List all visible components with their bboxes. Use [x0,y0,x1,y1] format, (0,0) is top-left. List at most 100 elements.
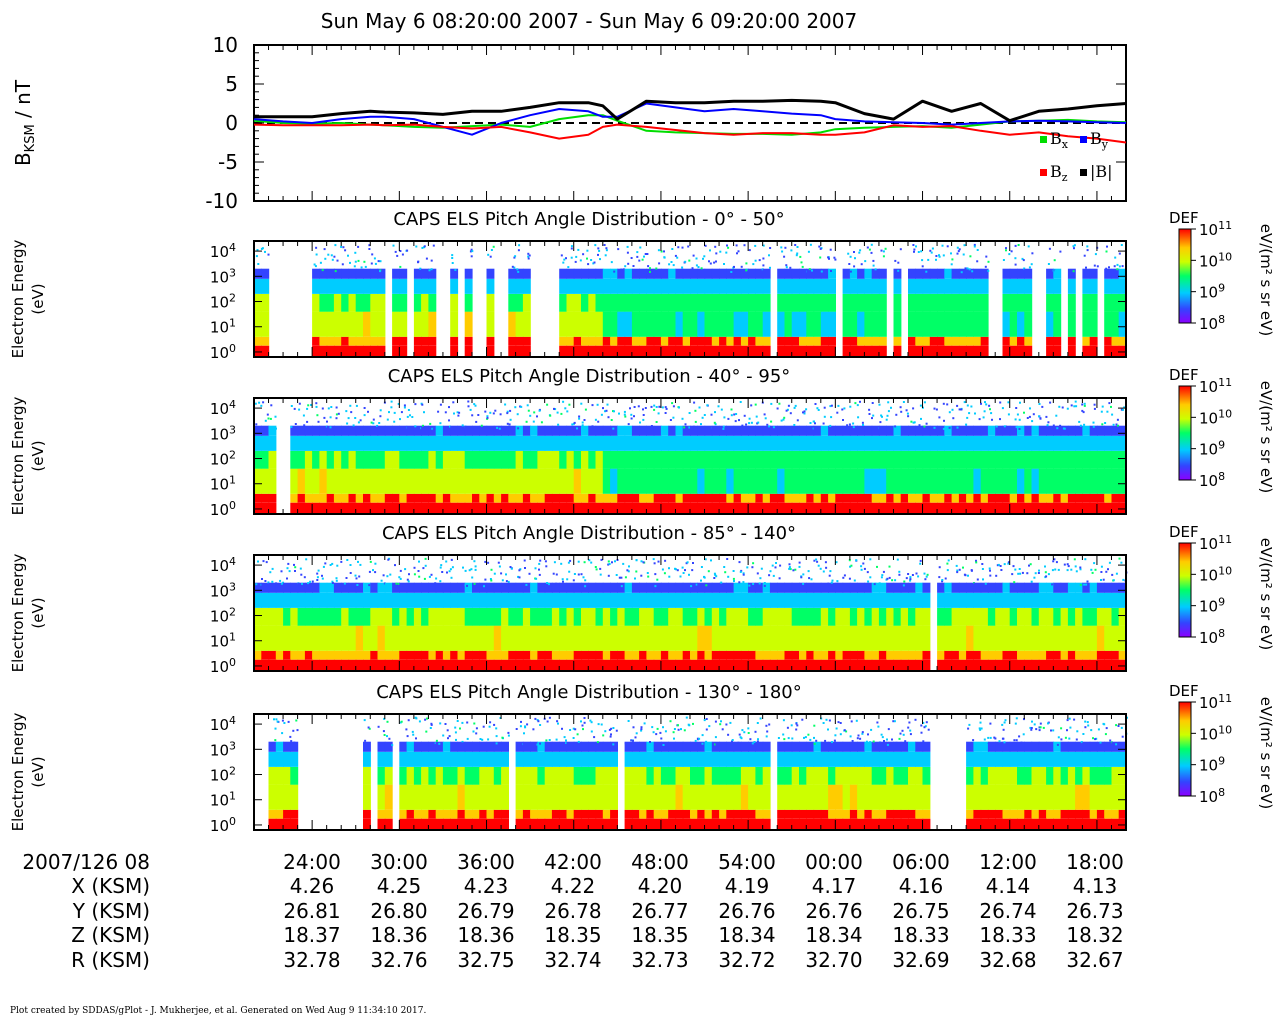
spectrogram-speckle [713,577,716,579]
spectrogram-cell [799,784,807,810]
spectrogram-cell [806,784,815,810]
spectrogram-speckle [931,247,934,250]
spectrogram-cell [1009,650,1018,660]
spectrogram-cell [1002,435,1011,451]
spectrogram-speckle [398,576,401,579]
spectrogram-speckle [892,720,895,723]
spectrogram-speckle [1063,563,1066,566]
spectrogram-speckle [475,420,478,423]
spectrogram-speckle [464,569,467,572]
spectrogram-cell [820,502,829,514]
spectrogram-speckle [555,573,558,576]
spectrogram-cell [1104,625,1113,651]
spectrogram-speckle [703,575,705,578]
spectrogram-cell [326,345,335,357]
spectrogram-cell [733,451,742,469]
spectrogram-cell [900,451,909,469]
spectrogram-speckle [606,403,609,406]
spectrogram-cell [639,294,647,312]
spectrogram-cell [363,592,371,608]
spectrogram-cell [908,336,916,346]
spectrogram-cell [755,502,764,514]
spectrogram-cell [719,592,727,608]
spectrogram-cell [421,278,429,294]
spectrogram-cell [958,425,967,436]
spectrogram-speckle [831,741,833,744]
spectrogram-cell [493,425,502,436]
spectrogram-cell [450,311,459,337]
spectrogram-speckle [801,265,804,268]
spectrogram-cell [588,608,597,626]
spectrogram-cell [399,659,408,671]
spectrogram-speckle [845,269,848,272]
spectrogram-speckle [695,583,698,586]
spectrogram-cell [697,268,706,279]
spectrogram-speckle [818,743,821,745]
spectrogram-cell [719,751,727,767]
spectrogram-cell [435,468,444,494]
spectrogram-speckle [968,268,971,271]
spectrogram-cell [566,425,575,436]
spectrogram-cell [1038,767,1047,785]
spectrogram-speckle [1052,560,1055,563]
spectrogram-cell [1009,493,1018,503]
spectrogram-cell [333,311,342,337]
spectrogram-cell [1060,468,1069,494]
spectrogram-cell [704,502,713,514]
spectrogram-cell [697,608,706,626]
spectrogram-cell [719,767,727,785]
spectrogram-speckle [752,583,755,585]
spectrogram-speckle [1083,423,1086,426]
spectrogram-speckle [663,256,666,259]
spectrogram-speckle [515,728,518,730]
spectrogram-cell [639,608,647,626]
spectrogram-cell [995,493,1004,503]
spectrogram-cell [900,435,909,451]
spectrogram-cell [1017,502,1025,514]
spectrogram-cell [857,336,865,346]
spectrogram-speckle [403,404,406,407]
spectrogram-speckle [280,570,283,573]
spectrogram-speckle [372,422,375,425]
spectrogram-speckle [906,412,909,415]
spectrogram-cell [1096,425,1105,436]
spectrogram-speckle [549,414,552,417]
spectrogram-cell [711,592,720,608]
spectrogram-speckle [357,270,360,273]
spectrogram-speckle [581,724,584,727]
spectrogram-cell [748,311,756,337]
spectrogram-cell [457,625,466,651]
spectrogram-cell [1053,784,1062,810]
spectrogram-cell [1111,625,1120,651]
spectrogram-cell [413,751,422,767]
spectrogram-cell [450,592,459,608]
spectrogram-cell [820,741,829,752]
spectrogram-cell [660,268,669,279]
spectrogram-speckle [883,740,885,742]
spectrogram-cell [501,659,509,671]
spectrogram-cell [283,818,291,830]
spectrogram-speckle [1113,743,1116,746]
spectrogram-cell [413,435,422,451]
spectrogram-cell [1089,625,1098,651]
spectrogram-cell [363,809,371,819]
spectrogram-cell [341,582,350,593]
spectrogram-speckle [583,721,586,724]
spectrogram-cell [312,659,320,671]
spectrogram-speckle [592,262,595,265]
spectrogram-cell [261,311,270,337]
spectrogram-cell [966,336,974,346]
spectrogram-speckle [576,733,579,736]
spectrogram-cell [675,502,684,514]
spectrogram-speckle [580,573,583,576]
spectrogram-speckle [663,250,665,253]
spectrogram-speckle [924,578,927,581]
spectrogram-cell [522,625,531,651]
spectrogram-cell [748,818,756,830]
spectrogram-cell [1017,784,1025,810]
spectrogram-cell [660,451,669,469]
spectrogram-speckle [1031,252,1034,255]
spectrogram-cell [428,767,437,785]
spectrogram-cell [377,784,386,810]
spectrogram-cell [581,767,589,785]
